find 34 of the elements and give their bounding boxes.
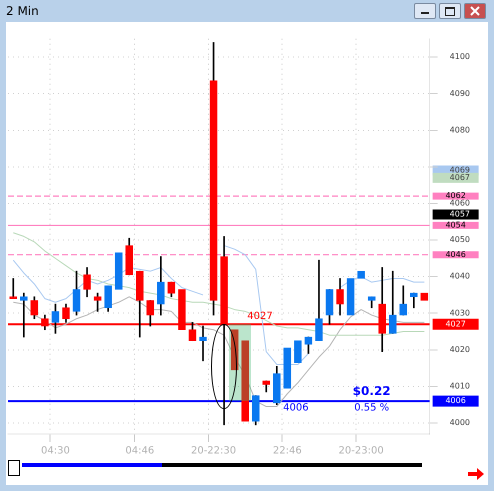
candlestick — [114, 252, 123, 290]
y-tick-label: 4000 — [450, 418, 470, 428]
candlestick — [199, 326, 207, 362]
candlestick — [294, 340, 302, 363]
candlestick — [346, 278, 354, 316]
y-tick-label: 4100 — [450, 52, 470, 62]
candlestick — [241, 340, 250, 422]
y-tick-label: 4030 — [450, 308, 470, 318]
y-tick-label: 4010 — [450, 382, 470, 391]
text: 4027 — [445, 319, 466, 328]
y-tick-label: 4090 — [450, 88, 470, 98]
ref-line-label: 4046 — [445, 250, 466, 259]
y-tick-label: 4069 — [450, 166, 470, 175]
x-tick-label: 22:46 — [272, 446, 302, 457]
ref-line-label: 4054 — [445, 220, 466, 230]
x-tick-label: 04:30 — [41, 446, 70, 457]
y-tick-label: 4060 — [450, 198, 470, 208]
y-tick-label: 4057 — [450, 210, 470, 219]
y-tick-label: 4020 — [450, 344, 470, 354]
y-tick-label: 4080 — [450, 125, 470, 134]
candlestick — [284, 348, 292, 389]
y-tick-label: 4050 — [450, 235, 470, 244]
text: 4006 — [445, 396, 466, 406]
y-tick-label: 4067 — [450, 172, 470, 182]
ref-line-label: 4062 — [445, 191, 466, 200]
x-tick-label: 20-23:00 — [338, 446, 384, 457]
ref-line-label: 4006 — [283, 402, 309, 414]
ref-line-label: 4027 — [247, 310, 273, 322]
x-tick-label: 04:46 — [125, 446, 154, 457]
annotation: 0.55 % — [354, 402, 390, 414]
chart-title: 2 Min — [6, 4, 39, 18]
annotation: $0.22 — [352, 384, 391, 398]
x-tick-label: 20-22:30 — [190, 446, 236, 457]
y-tick-label: 4040 — [450, 272, 470, 281]
